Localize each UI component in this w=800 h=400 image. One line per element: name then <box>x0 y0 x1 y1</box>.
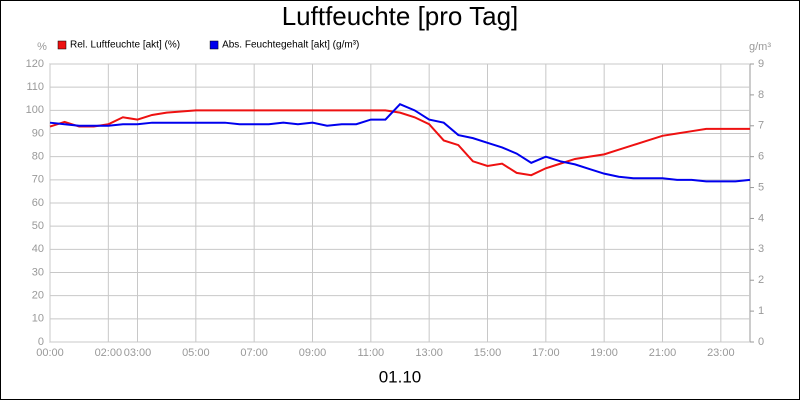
data-line <box>49 102 751 183</box>
y-tick-label: 100 <box>26 104 44 116</box>
y-tick-label: 60 <box>32 197 44 209</box>
y-axis-label: % <box>37 41 47 53</box>
y-tick-label: 110 <box>26 81 44 93</box>
data-line <box>49 109 750 177</box>
x-tick-label: 00:00 <box>36 347 64 359</box>
chart-title: Luftfeuchte [pro Tag] <box>282 1 519 31</box>
x-tick-label: 05:00 <box>182 347 210 359</box>
y2-tick-label: 0 <box>758 336 764 348</box>
legend-label: Rel. Luftfeuchte [akt] (%) <box>70 40 180 51</box>
x-tick-label: 02:00 <box>95 347 123 359</box>
y2-tick-label: 9 <box>758 58 764 70</box>
legend-label: Abs. Feuchtegehalt [akt] (g/m³) <box>222 40 359 51</box>
y-tick-label: 90 <box>32 127 44 139</box>
y-tick-label: 0 <box>38 336 44 348</box>
x-tick-label: 21:00 <box>649 347 677 359</box>
x-tick-label: 23:00 <box>707 347 735 359</box>
x-tick-label: 15:00 <box>474 347 502 359</box>
x-axis-label: 01.10 <box>379 367 422 386</box>
y2-tick-label: 8 <box>758 89 764 101</box>
y2-tick-label: 7 <box>758 120 764 132</box>
y2-tick-label: 6 <box>758 151 764 163</box>
y2-tick-label: 5 <box>758 181 764 193</box>
y2-axis-label: g/m³ <box>749 41 771 53</box>
x-tick-label: 17:00 <box>532 347 560 359</box>
x-tick-label: 19:00 <box>590 347 618 359</box>
y2-tick-label: 3 <box>758 243 764 255</box>
y2-tick-label: 1 <box>758 305 764 317</box>
y-tick-label: 20 <box>32 290 44 302</box>
y2-tick-label: 4 <box>758 212 764 224</box>
x-tick-label: 03:00 <box>124 347 152 359</box>
legend-swatch <box>57 40 67 50</box>
y-tick-label: 50 <box>32 220 44 232</box>
y2-tick-label: 2 <box>758 274 764 286</box>
x-tick-label: 11:00 <box>357 347 384 359</box>
y-tick-label: 40 <box>32 243 44 255</box>
y-tick-label: 10 <box>32 313 44 325</box>
x-tick-label: 09:00 <box>299 347 327 359</box>
y-tick-label: 70 <box>32 174 44 186</box>
legend-swatch <box>209 40 219 50</box>
x-tick-label: 07:00 <box>240 347 268 359</box>
y-tick-label: 120 <box>26 58 44 70</box>
y-tick-label: 30 <box>32 266 44 278</box>
y-tick-label: 80 <box>32 151 44 163</box>
x-tick-label: 13:00 <box>415 347 443 359</box>
